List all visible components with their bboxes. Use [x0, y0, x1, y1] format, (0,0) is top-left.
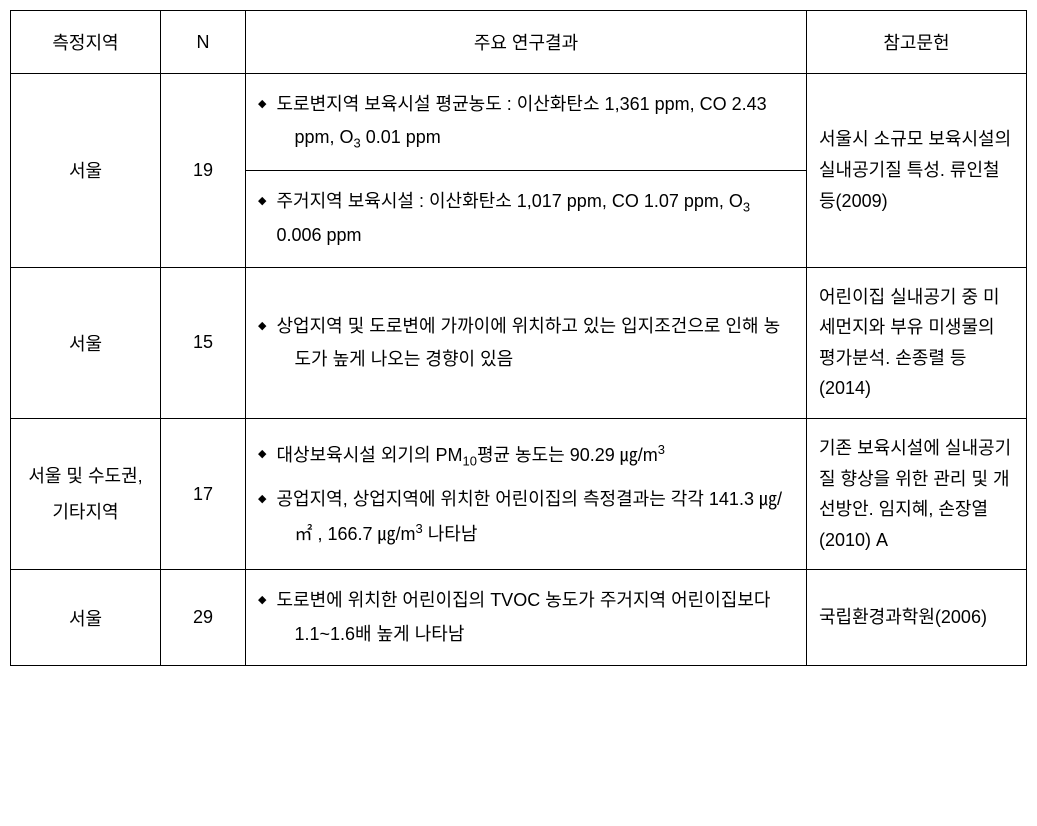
header-region: 측정지역	[11, 11, 161, 74]
cell-ref: 기존 보육시설에 실내공기질 향상을 위한 관리 및 개선방안. 임지혜, 손장…	[807, 419, 1027, 570]
diamond-bullet-icon: ◆	[258, 94, 266, 114]
cell-region: 서울	[11, 267, 161, 418]
bullet-item: ◆ 주거지역 보육시설 : 이산화탄소 1,017 ppm, CO 1.07 p…	[258, 185, 794, 253]
bullet-text: 도로변에 위치한 어린이집의 TVOC 농도가 주거지역 어린이집보다 1.1~…	[276, 584, 794, 651]
cell-results: ◆ 도로변지역 보육시설 평균농도 : 이산화탄소 1,361 ppm, CO …	[246, 74, 807, 171]
cell-n: 29	[161, 570, 246, 666]
bullet-text: 주거지역 보육시설 : 이산화탄소 1,017 ppm, CO 1.07 ppm…	[276, 185, 794, 253]
cell-n: 19	[161, 74, 246, 268]
cell-n: 15	[161, 267, 246, 418]
cell-results: ◆ 주거지역 보육시설 : 이산화탄소 1,017 ppm, CO 1.07 p…	[246, 170, 807, 267]
cell-results: ◆ 상업지역 및 도로변에 가까이에 위치하고 있는 입지조건으로 인해 농도가…	[246, 267, 807, 418]
research-summary-table: 측정지역 N 주요 연구결과 참고문헌 서울 19 ◆ 도로변지역 보육시설 평…	[10, 10, 1027, 666]
diamond-bullet-icon: ◆	[258, 444, 266, 464]
diamond-bullet-icon: ◆	[258, 590, 266, 610]
bullet-item: ◆ 도로변에 위치한 어린이집의 TVOC 농도가 주거지역 어린이집보다 1.…	[258, 584, 794, 651]
table-row: 서울 15 ◆ 상업지역 및 도로변에 가까이에 위치하고 있는 입지조건으로 …	[11, 267, 1027, 418]
bullet-text: 공업지역, 상업지역에 위치한 어린이집의 측정결과는 각각 141.3 ㎍/㎡…	[276, 483, 794, 551]
bullet-item: ◆ 대상보육시설 외기의 PM10평균 농도는 90.29 ㎍/m3	[258, 438, 794, 474]
table-row: 서울 및 수도권, 기타지역 17 ◆ 대상보육시설 외기의 PM10평균 농도…	[11, 419, 1027, 570]
cell-n: 17	[161, 419, 246, 570]
table-header-row: 측정지역 N 주요 연구결과 참고문헌	[11, 11, 1027, 74]
cell-ref: 서울시 소규모 보육시설의 실내공기질 특성. 류인철 등(2009)	[807, 74, 1027, 268]
cell-results: ◆ 대상보육시설 외기의 PM10평균 농도는 90.29 ㎍/m3 ◆ 공업지…	[246, 419, 807, 570]
bullet-item: ◆ 공업지역, 상업지역에 위치한 어린이집의 측정결과는 각각 141.3 ㎍…	[258, 483, 794, 551]
bullet-text: 상업지역 및 도로변에 가까이에 위치하고 있는 입지조건으로 인해 농도가 높…	[276, 310, 794, 377]
cell-ref: 어린이집 실내공기 중 미세먼지와 부유 미생물의 평가분석. 손종렬 등 (2…	[807, 267, 1027, 418]
diamond-bullet-icon: ◆	[258, 489, 266, 509]
table-row: 서울 19 ◆ 도로변지역 보육시설 평균농도 : 이산화탄소 1,361 pp…	[11, 74, 1027, 171]
bullet-item: ◆ 도로변지역 보육시설 평균농도 : 이산화탄소 1,361 ppm, CO …	[258, 88, 794, 156]
cell-results: ◆ 도로변에 위치한 어린이집의 TVOC 농도가 주거지역 어린이집보다 1.…	[246, 570, 807, 666]
header-ref: 참고문헌	[807, 11, 1027, 74]
diamond-bullet-icon: ◆	[258, 316, 266, 336]
bullet-item: ◆ 상업지역 및 도로변에 가까이에 위치하고 있는 입지조건으로 인해 농도가…	[258, 310, 794, 377]
table-row: 서울 29 ◆ 도로변에 위치한 어린이집의 TVOC 농도가 주거지역 어린이…	[11, 570, 1027, 666]
bullet-text: 대상보육시설 외기의 PM10평균 농도는 90.29 ㎍/m3	[276, 438, 794, 474]
cell-region: 서울 및 수도권, 기타지역	[11, 419, 161, 570]
header-results: 주요 연구결과	[246, 11, 807, 74]
header-n: N	[161, 11, 246, 74]
cell-ref: 국립환경과학원(2006)	[807, 570, 1027, 666]
cell-region: 서울	[11, 570, 161, 666]
diamond-bullet-icon: ◆	[258, 191, 266, 211]
bullet-text: 도로변지역 보육시설 평균농도 : 이산화탄소 1,361 ppm, CO 2.…	[276, 88, 794, 156]
cell-region: 서울	[11, 74, 161, 268]
